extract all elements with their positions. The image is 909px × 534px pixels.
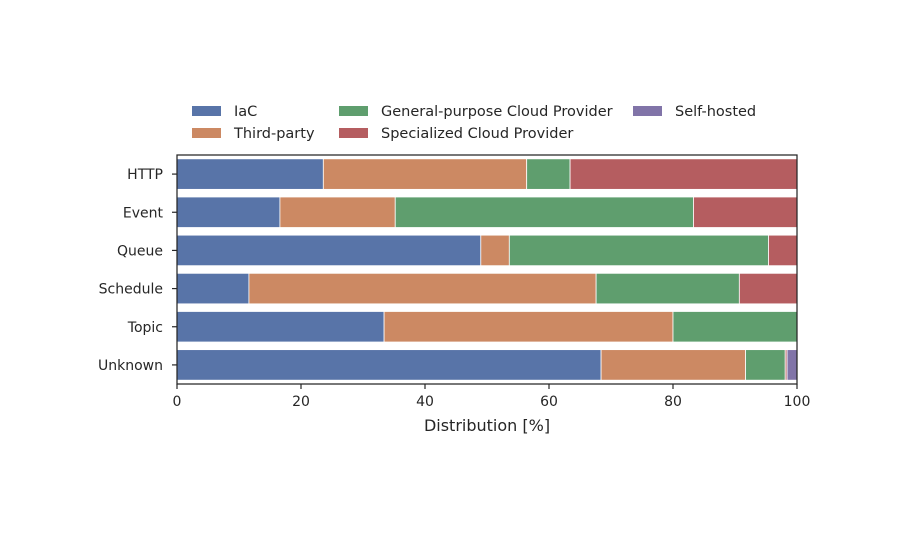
x-tick-label: 100 [784, 394, 811, 410]
legend-label: Specialized Cloud Provider [381, 126, 573, 142]
bar-schedule-series-1 [248, 272, 597, 305]
legend-swatch [192, 106, 221, 116]
bar-event-series-1 [279, 196, 396, 228]
y-tick-label: Schedule [99, 282, 163, 298]
bar-topic-series-1 [383, 311, 674, 343]
x-tick-label: 40 [416, 394, 434, 410]
y-tick-label: Event [123, 205, 164, 221]
y-tick-label: Topic [127, 320, 163, 336]
legend-swatch [339, 128, 368, 138]
x-axis-label: Distribution [%] [424, 416, 550, 435]
bar-schedule-series-3 [738, 272, 798, 305]
bar-event-series-3 [693, 196, 798, 228]
bar-http-series-3 [569, 158, 798, 190]
bar-unknown-series-1 [600, 349, 746, 381]
legend-swatch [192, 128, 221, 138]
y-tick-label: HTTP [127, 167, 163, 183]
x-tick-label: 20 [292, 394, 310, 410]
x-tick-label: 80 [664, 394, 682, 410]
y-axis-ticks: HTTP Event Queue Schedule Topic Unknown [98, 167, 177, 374]
bar-topic-series-0 [176, 311, 385, 343]
x-axis-ticks: 0 20 40 60 80 100 [173, 384, 811, 410]
bar-queue-series-1 [480, 234, 510, 267]
bars [176, 158, 798, 381]
bar-http-series-0 [176, 158, 324, 190]
legend-label: Third-party [233, 126, 315, 142]
bar-schedule-series-2 [595, 272, 740, 305]
bar-unknown-series-0 [176, 349, 602, 381]
x-tick-label: 0 [173, 394, 182, 410]
y-tick-label: Queue [117, 243, 163, 259]
bar-unknown-series-2 [745, 349, 786, 381]
bar-queue-series-2 [508, 234, 769, 267]
bar-event-series-0 [176, 196, 281, 228]
legend-swatch [339, 106, 368, 116]
legend-label: Self-hosted [675, 104, 756, 120]
bar-http-series-2 [526, 158, 571, 190]
bar-event-series-2 [394, 196, 694, 228]
legend-swatch [633, 106, 662, 116]
legend-label: General-purpose Cloud Provider [381, 104, 613, 120]
bar-queue-series-3 [768, 234, 798, 267]
plot-frame [176, 154, 798, 385]
legend-label: IaC [234, 104, 257, 120]
bar-queue-series-0 [176, 234, 482, 267]
bar-schedule-series-0 [176, 272, 250, 305]
x-tick-label: 60 [540, 394, 558, 410]
bar-topic-series-2 [672, 311, 798, 343]
bar-unknown-series-4 [786, 349, 798, 381]
y-tick-label: Unknown [98, 358, 163, 374]
bar-http-series-1 [322, 158, 528, 190]
legend: IaC Third-party General-purpose Cloud Prov… [192, 104, 756, 142]
